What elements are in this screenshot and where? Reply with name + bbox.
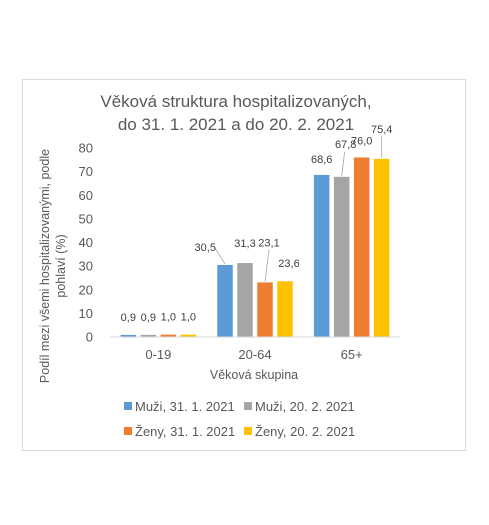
y-tick-label: 20 bbox=[79, 282, 93, 297]
bar bbox=[353, 157, 370, 337]
legend-swatch bbox=[244, 427, 252, 435]
leader-line bbox=[341, 151, 346, 176]
y-axis-ticks: 0 10 20 30 40 50 60 70 80 bbox=[79, 141, 93, 345]
legend-label: Ženy, 20. 2. 2021 bbox=[255, 424, 355, 439]
bar bbox=[120, 334, 137, 337]
legend: Muži, 31. 1. 2021 Muži, 20. 2. 2021 Ženy, … bbox=[124, 399, 355, 439]
y-tick-label: 40 bbox=[79, 235, 93, 250]
data-label: 23,6 bbox=[278, 258, 299, 270]
bar bbox=[180, 334, 197, 337]
legend-label: Muži, 31. 1. 2021 bbox=[135, 399, 235, 414]
data-label: 75,4 bbox=[371, 124, 392, 136]
data-label: 76,0 bbox=[351, 135, 372, 147]
bar bbox=[373, 158, 390, 337]
bar bbox=[277, 281, 293, 337]
data-label: 1,0 bbox=[161, 312, 176, 324]
data-label: 68,6 bbox=[311, 154, 332, 166]
bar bbox=[237, 263, 253, 337]
label-leader-lines bbox=[213, 135, 383, 282]
data-labels: 0,9 0,9 1,0 1,0 30,5 31,3 23,1 23,6 68,667,876,0… bbox=[121, 124, 393, 324]
leader-line bbox=[264, 249, 270, 282]
y-tick-label: 30 bbox=[79, 259, 93, 274]
x-tick-label: 0-19 bbox=[145, 347, 171, 362]
data-label: 1,0 bbox=[181, 312, 196, 324]
legend-label: Muži, 20. 2. 2021 bbox=[255, 399, 355, 414]
y-tick-label: 60 bbox=[79, 188, 93, 203]
bars bbox=[120, 157, 390, 337]
legend-label: Ženy, 31. 1. 2021 bbox=[135, 424, 235, 439]
x-tick-label: 65+ bbox=[341, 347, 363, 362]
chart-title-line-1: Věková struktura hospitalizovaných, bbox=[100, 92, 371, 111]
legend-swatch bbox=[124, 402, 132, 410]
data-label: 31,3 bbox=[234, 238, 255, 250]
legend-swatch bbox=[244, 402, 252, 410]
y-tick-label: 10 bbox=[79, 306, 93, 321]
y-tick-label: 50 bbox=[79, 211, 93, 226]
leader-line bbox=[213, 246, 226, 265]
chart-title-line-2: do 31. 1. 2021 a do 20. 2. 2021 bbox=[118, 115, 354, 134]
bar bbox=[257, 282, 273, 337]
y-tick-label: 70 bbox=[79, 164, 93, 179]
data-label: 67,8 bbox=[335, 139, 356, 151]
data-label: 30,5 bbox=[195, 242, 216, 254]
y-axis-title: Podíl mezi všemi hospitalizovanými, podl… bbox=[38, 149, 68, 383]
data-label: 0,9 bbox=[141, 312, 156, 324]
bar bbox=[333, 176, 350, 337]
y-tick-label: 0 bbox=[86, 330, 93, 345]
x-axis-ticks: 0-19 20-64 65+ bbox=[145, 347, 362, 362]
bar bbox=[140, 334, 157, 337]
x-axis-title: Věková skupina bbox=[210, 368, 298, 382]
legend-swatch bbox=[124, 427, 132, 435]
x-tick-label: 20-64 bbox=[238, 347, 271, 362]
y-axis-title-line-1: Podíl mezi všemi hospitalizovanými, podl… bbox=[38, 149, 52, 383]
bar bbox=[217, 264, 233, 337]
bar bbox=[313, 174, 330, 337]
data-label: 23,1 bbox=[258, 237, 279, 249]
bar bbox=[160, 334, 177, 337]
y-axis-title-line-2: pohlaví (%) bbox=[54, 234, 68, 297]
chart-title: Věková struktura hospitalizovaných, do 3… bbox=[100, 92, 371, 134]
y-tick-label: 80 bbox=[79, 141, 93, 156]
data-label: 0,9 bbox=[121, 312, 136, 324]
